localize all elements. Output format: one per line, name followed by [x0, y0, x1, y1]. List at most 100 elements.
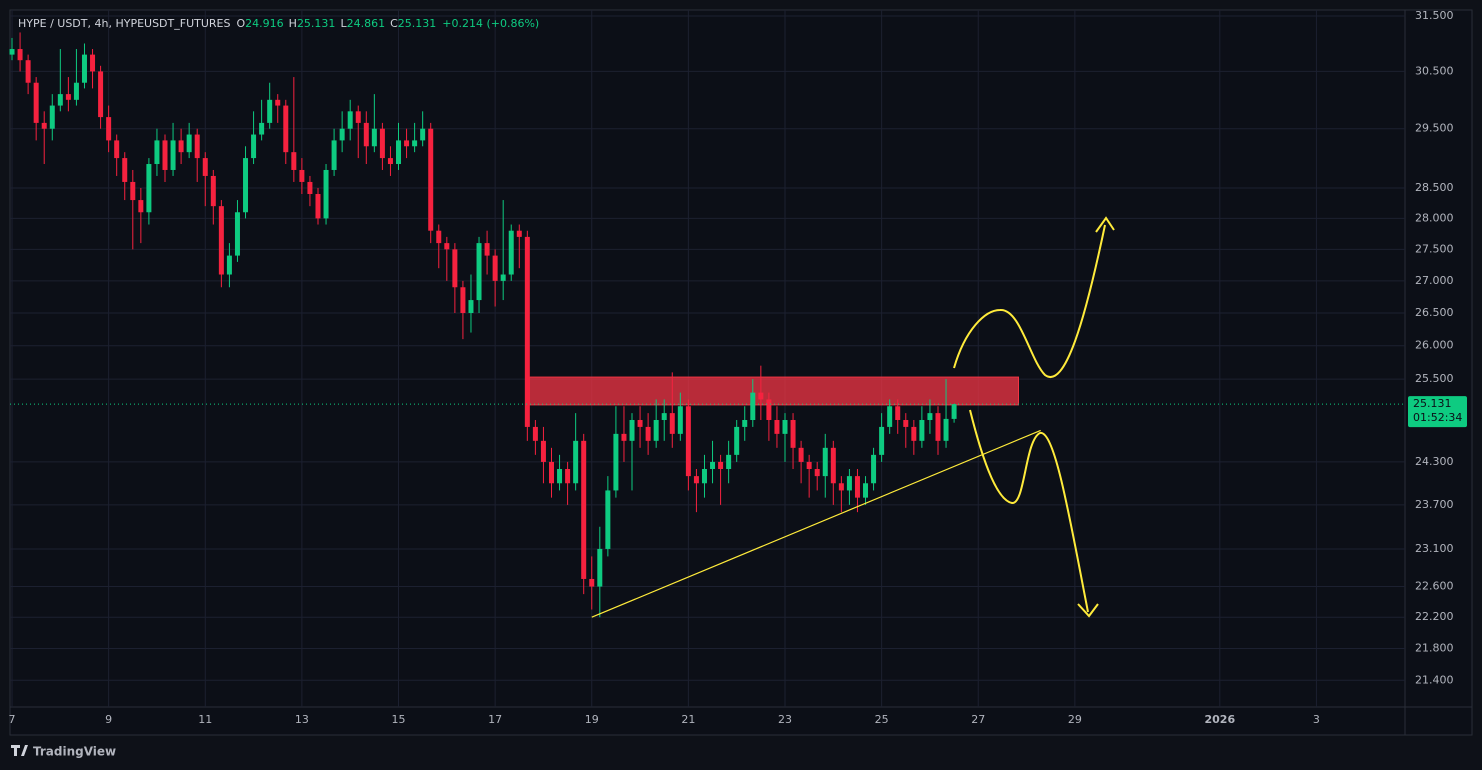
candle-body: [879, 426, 885, 455]
scenario-arrows: [953, 216, 1115, 618]
y-tick-label: 22.600: [1415, 580, 1454, 593]
x-tick-label: 9: [105, 713, 112, 726]
candle-body: [9, 49, 15, 55]
candle-body: [210, 175, 216, 207]
candle-body: [81, 54, 87, 83]
candle-body: [355, 111, 361, 123]
candle-body: [73, 82, 79, 100]
candle-body: [742, 420, 748, 427]
symbol-title: HYPE / USDT, 4h, HYPEUSDT_FUTURES: [18, 17, 230, 30]
candle-body: [347, 111, 353, 129]
candle-body: [581, 440, 587, 579]
close-value: 25.131: [398, 17, 437, 30]
candle-body: [25, 60, 31, 83]
candle-body: [98, 71, 104, 118]
candle-body: [540, 440, 546, 462]
candle-body: [170, 140, 176, 170]
candle-body: [339, 128, 345, 141]
x-tick-label: 3: [1313, 713, 1320, 726]
y-tick-label: 27.000: [1415, 274, 1454, 287]
candle-body: [33, 82, 39, 123]
candle-body: [396, 140, 402, 165]
candle-body: [516, 230, 522, 237]
candle-body: [734, 426, 740, 455]
y-tick-label: 25.500: [1415, 372, 1454, 385]
x-tick-label: 7: [9, 713, 16, 726]
candle-body: [871, 454, 877, 484]
candle-body: [468, 300, 474, 313]
candle-body: [645, 426, 651, 441]
candle-body: [766, 399, 772, 421]
change: +0.214 (+0.86%): [442, 17, 539, 30]
candle-body: [629, 420, 635, 441]
candle-body: [565, 469, 571, 484]
brand: TradingView: [11, 745, 116, 759]
candle-body: [234, 212, 240, 256]
bullish-path: [953, 224, 1106, 378]
y-tick-label: 30.500: [1415, 64, 1454, 77]
open-value: 24.916: [245, 17, 284, 30]
last-price-timer: 01:52:34: [1413, 411, 1462, 424]
candle-body: [854, 476, 860, 498]
open-label: O: [236, 17, 245, 30]
last-price-label: 25.131: [1413, 397, 1452, 410]
candle-body: [476, 243, 482, 301]
candle-body: [291, 152, 297, 170]
candle-body: [718, 461, 724, 470]
y-tick-label: 29.500: [1415, 122, 1454, 135]
candle-body: [154, 140, 160, 165]
x-tick-label: 11: [198, 713, 212, 726]
candle-body: [299, 169, 305, 182]
candle-body: [178, 140, 184, 153]
candle-body: [218, 206, 224, 275]
candle-body: [251, 134, 257, 159]
candle-body: [371, 128, 377, 147]
candle-body: [790, 420, 796, 448]
candle-body: [90, 54, 96, 72]
candle-body: [943, 418, 949, 441]
candle-body: [830, 447, 836, 484]
candle-body: [701, 469, 707, 484]
candle-body: [460, 287, 466, 313]
trendline: [591, 429, 1041, 618]
low-value: 24.861: [347, 17, 386, 30]
candle-body: [951, 404, 957, 419]
candle-body: [557, 469, 563, 484]
grid: [10, 10, 1405, 707]
candle-body: [202, 158, 208, 176]
x-tick-label: 2026: [1204, 713, 1235, 726]
candle-body: [226, 255, 232, 275]
y-tick-label: 28.000: [1415, 211, 1454, 224]
x-tick-label: 15: [392, 713, 406, 726]
candle-body: [750, 392, 756, 421]
candle-body: [927, 413, 933, 421]
y-tick-label: 21.800: [1415, 641, 1454, 654]
candle-body: [492, 255, 498, 281]
candle-body: [162, 140, 168, 170]
candle-body: [573, 440, 579, 484]
candle-body: [323, 169, 329, 219]
candle-body: [420, 128, 426, 141]
y-tick-label: 24.300: [1415, 455, 1454, 468]
bearish-arrowhead: [1077, 603, 1099, 618]
candle-body: [307, 181, 313, 195]
candle-body: [259, 122, 265, 135]
x-tick-label: 25: [875, 713, 889, 726]
header: HYPE / USDT, 4h, HYPEUSDT_FUTURES O24.916…: [18, 17, 539, 30]
candle-body: [444, 243, 450, 250]
candle-body: [822, 447, 828, 477]
candle-body: [814, 469, 820, 477]
high-value: 25.131: [297, 17, 336, 30]
candle-body: [412, 140, 418, 147]
candle-body: [653, 420, 659, 441]
candle-body: [331, 140, 337, 170]
x-tick-label: 17: [488, 713, 502, 726]
candle-body: [49, 105, 55, 129]
candle-body: [895, 406, 901, 421]
candle-body: [726, 454, 732, 470]
candle-body: [65, 94, 71, 100]
y-tick-label: 23.100: [1415, 542, 1454, 555]
close-label: C: [390, 17, 398, 30]
bearish-path: [969, 409, 1089, 613]
